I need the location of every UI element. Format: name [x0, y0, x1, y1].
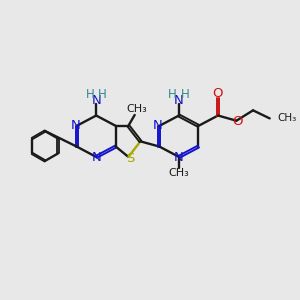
- Text: H: H: [181, 88, 190, 101]
- Text: CH₃: CH₃: [127, 103, 147, 114]
- Text: N: N: [70, 119, 80, 132]
- Text: N: N: [153, 119, 163, 132]
- Text: O: O: [232, 115, 243, 128]
- Text: O: O: [213, 87, 223, 100]
- Text: N: N: [91, 151, 101, 164]
- Text: N: N: [174, 94, 184, 106]
- Text: H: H: [85, 88, 94, 101]
- Text: H: H: [168, 88, 177, 101]
- Text: S: S: [126, 152, 134, 164]
- Text: CH₃: CH₃: [169, 168, 189, 178]
- Text: H: H: [98, 88, 107, 101]
- Text: N: N: [91, 94, 101, 106]
- Text: CH₃: CH₃: [277, 113, 296, 123]
- Text: N: N: [174, 151, 184, 164]
